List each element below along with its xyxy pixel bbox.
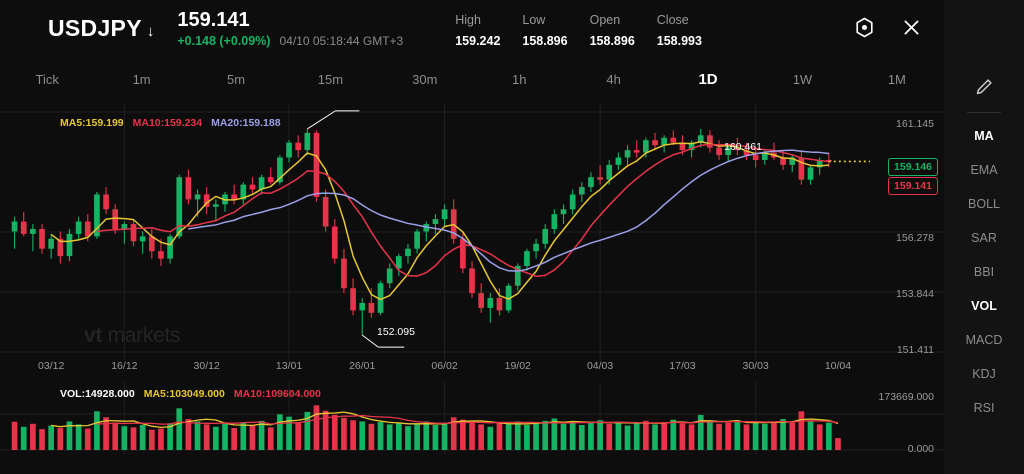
chevron-down-icon: ↓ <box>146 22 155 40</box>
price-axis-label-3: 151.411 <box>896 344 934 356</box>
ma-legend: MA5:159.199 MA10:159.234 MA20:159.188 <box>60 117 281 129</box>
date-label: 19/02 <box>504 360 531 372</box>
price-axis-label-2: 153.844 <box>896 288 934 300</box>
symbol-selector[interactable]: USDJPY ↓ <box>48 15 154 42</box>
date-label: 10/04 <box>824 360 852 372</box>
date-label: 03/12 <box>38 360 65 372</box>
tab-4h[interactable]: 4h <box>606 71 621 87</box>
price-block: 159.141 +0.148 (+0.09%) 04/10 05:18:44 G… <box>177 9 403 48</box>
ohlc-open-label: Open <box>589 12 621 27</box>
volume-chart[interactable] <box>0 382 944 454</box>
ohlc-open-value: 158.896 <box>589 33 635 48</box>
tab-30m[interactable]: 30m <box>412 71 438 87</box>
date-label: 26/01 <box>349 360 376 372</box>
chart-header: USDJPY ↓ 159.141 +0.148 (+0.09%) 04/10 0… <box>0 0 944 56</box>
sidebar-item-ema[interactable]: EMA <box>970 163 998 177</box>
ask-price-badge: 159.141 <box>888 177 938 195</box>
sidebar-item-rsi[interactable]: RSI <box>973 401 995 415</box>
date-label: 06/02 <box>431 360 458 372</box>
legend-vol: VOL:14928.000 <box>60 388 135 400</box>
ohlc-low-value: 158.896 <box>522 33 568 48</box>
ohlc-low-label: Low <box>522 12 546 27</box>
date-label: 30/03 <box>742 360 769 372</box>
candlestick-chart[interactable] <box>0 104 944 360</box>
header-icon-group <box>853 16 922 39</box>
tab-1d[interactable]: 1D <box>698 70 718 88</box>
symbol-name: USDJPY <box>48 14 142 41</box>
volume-legend: VOL:14928.000 MA5:103049.000 MA10:109604… <box>60 388 321 400</box>
legend-vol-ma5: MA5:103049.000 <box>143 388 225 400</box>
price-axis-label-1: 156.278 <box>896 232 934 244</box>
price-change: +0.148 (+0.09%) <box>177 33 271 48</box>
sidebar-divider <box>967 112 1001 113</box>
tab-tick[interactable]: Tick <box>35 71 59 87</box>
sidebar-item-ma[interactable]: MA <box>974 129 994 143</box>
date-label: 16/12 <box>111 360 138 372</box>
high-price-marker: 160.461 <box>724 141 762 153</box>
legend-ma20: MA20:159.188 <box>211 117 281 129</box>
sidebar-item-macd[interactable]: MACD <box>965 333 1003 347</box>
tab-5m[interactable]: 5m <box>226 71 246 87</box>
ohlc-high: High 159.242 <box>455 9 500 48</box>
volume-svg <box>0 382 944 454</box>
low-price-marker: 152.095 <box>377 326 415 338</box>
ohlc-close-label: Close <box>656 12 689 27</box>
volume-axis-label-top: 173669.000 <box>878 391 934 403</box>
ohlc-close: Close 158.993 <box>657 9 702 48</box>
legend-ma10: MA10:159.234 <box>132 117 203 129</box>
tab-1w[interactable]: 1W <box>792 71 813 87</box>
ohlc-summary: High 159.242 Low 158.896 Open 158.896 Cl… <box>455 9 702 48</box>
legend-ma5: MA5:159.199 <box>60 117 124 129</box>
bid-price-badge: 159.146 <box>888 158 938 176</box>
ohlc-low: Low 158.896 <box>522 9 567 48</box>
chart-content: USDJPY ↓ 159.141 +0.148 (+0.09%) 04/10 0… <box>0 0 944 455</box>
tab-1m[interactable]: 1m <box>132 71 151 87</box>
sidebar-item-kdj[interactable]: KDJ <box>972 367 996 381</box>
sidebar-item-vol[interactable]: VOL <box>971 299 997 313</box>
indicator-sidebar: MA EMA BOLL SAR BBI VOL MACD KDJ RSI <box>944 0 1024 474</box>
date-label: 17/03 <box>669 360 696 372</box>
legend-vol-ma10: MA10:109604.000 <box>233 388 321 400</box>
date-axis: 03/12 16/12 30/12 13/01 26/01 06/02 19/02 04/03… <box>0 360 860 380</box>
sidebar-item-boll[interactable]: BOLL <box>968 197 1000 211</box>
tab-15m[interactable]: 15m <box>317 71 344 87</box>
ohlc-high-value: 159.242 <box>455 33 501 48</box>
ohlc-open: Open 158.896 <box>590 9 635 48</box>
sidebar-item-sar[interactable]: SAR <box>971 231 997 245</box>
pencil-icon[interactable] <box>973 76 995 98</box>
candlestick-svg <box>0 104 944 360</box>
last-price: 159.141 <box>177 8 250 31</box>
date-label: 04/03 <box>586 360 614 372</box>
quote-timestamp: 04/10 05:18:44 GMT+3 <box>279 33 404 48</box>
ohlc-high-label: High <box>455 12 481 27</box>
tab-1m-month[interactable]: 1M <box>887 71 906 87</box>
hexagon-target-icon[interactable] <box>853 16 876 39</box>
timeframe-tabs: Tick 1m 5m 15m 30m 1h 4h 1D 1W 1M <box>0 58 944 100</box>
date-label: 13/01 <box>275 360 303 372</box>
date-label: 30/12 <box>193 360 220 372</box>
sidebar-item-bbi[interactable]: BBI <box>973 265 995 279</box>
close-icon[interactable] <box>901 17 922 38</box>
price-axis-label-0: 161.145 <box>896 118 934 130</box>
volume-axis-label-bottom: 0.000 <box>907 443 934 455</box>
tab-1h[interactable]: 1h <box>512 71 527 87</box>
price-sub-row: +0.148 (+0.09%) 04/10 05:18:44 GMT+3 <box>177 34 403 48</box>
ohlc-close-value: 158.993 <box>656 33 702 48</box>
